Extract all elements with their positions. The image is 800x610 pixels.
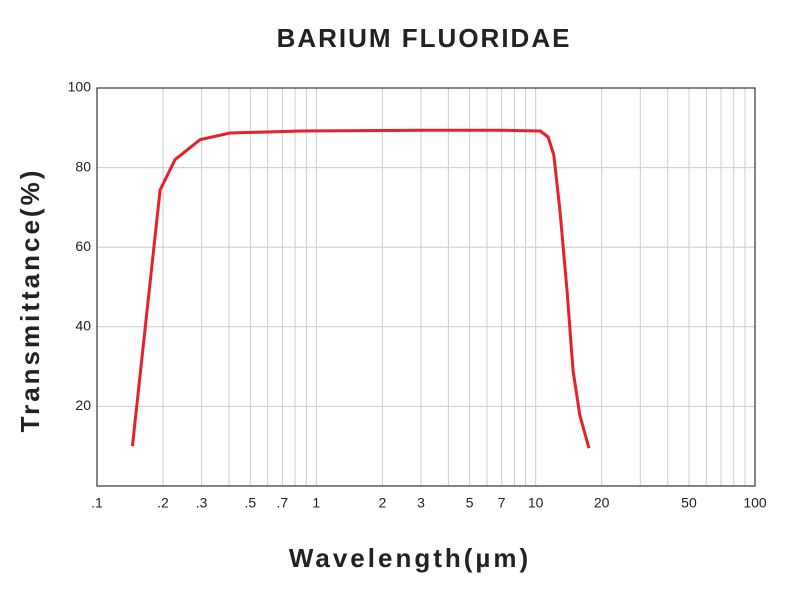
y-tick-label: 40 <box>75 318 91 334</box>
x-tick-label: 100 <box>743 495 767 511</box>
x-tick-label: 20 <box>594 495 610 511</box>
chart-title: BARIUM FLUORIDAE <box>277 23 572 53</box>
x-tick-label: .3 <box>196 495 208 511</box>
x-axis-label: Wavelength(µm) <box>289 543 531 573</box>
x-tick-label: .7 <box>277 495 289 511</box>
x-tick-label: 7 <box>498 495 506 511</box>
x-tick-label: 1 <box>312 495 320 511</box>
x-tick-label: .2 <box>157 495 169 511</box>
y-axis-label: Transmittance(%) <box>15 168 45 433</box>
data-line <box>130 128 591 449</box>
x-tick-label: 10 <box>528 495 544 511</box>
x-tick-label: .1 <box>91 495 103 511</box>
y-tick-label: 60 <box>75 238 91 254</box>
y-tick-label: 100 <box>68 79 92 95</box>
y-tick-label: 80 <box>75 158 91 174</box>
y-tick-label: 20 <box>75 397 91 413</box>
x-tick-label: .5 <box>244 495 256 511</box>
x-tick-label: 2 <box>378 495 386 511</box>
x-tick-label: 3 <box>417 495 425 511</box>
plot-frame <box>96 87 756 487</box>
x-tick-label: 5 <box>466 495 474 511</box>
x-tick-label: 50 <box>681 495 697 511</box>
